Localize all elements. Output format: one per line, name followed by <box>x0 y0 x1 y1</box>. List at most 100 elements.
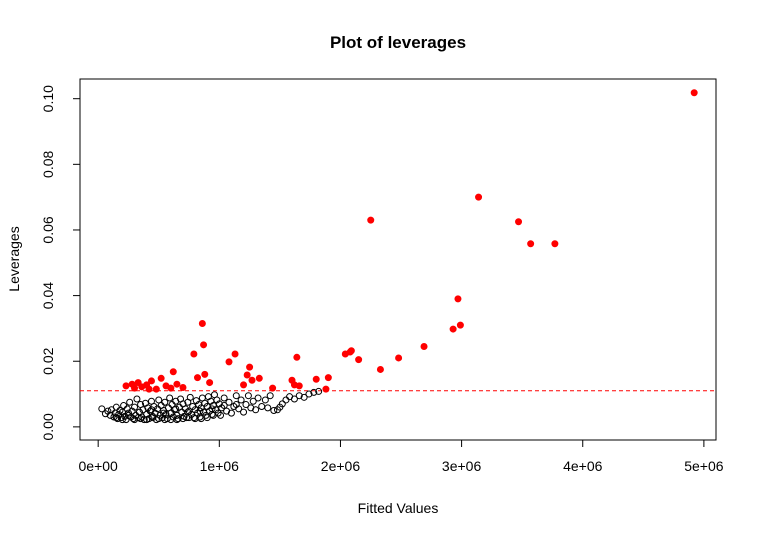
high-leverage-point <box>376 365 384 373</box>
data-point <box>114 415 122 423</box>
data-point <box>98 405 106 413</box>
x-tick-label: 4e+06 <box>563 458 603 474</box>
data-point <box>184 408 192 416</box>
high-leverage-point <box>231 350 239 358</box>
x-tick-label: 2e+06 <box>321 458 361 474</box>
high-leverage-point <box>145 385 153 393</box>
high-leverage-point <box>312 375 320 383</box>
high-leverage-point <box>198 319 206 327</box>
high-leverage-point <box>201 370 209 378</box>
data-point <box>112 414 120 422</box>
high-leverage-point <box>420 342 428 350</box>
data-point <box>242 401 250 409</box>
high-leverage-point <box>152 385 160 393</box>
data-point <box>173 411 181 419</box>
high-leverage-point <box>200 341 208 349</box>
x-tick-label: 3e+06 <box>442 458 482 474</box>
data-point <box>203 414 211 422</box>
x-tick-label: 0e+00 <box>79 458 119 474</box>
high-leverage-point <box>131 384 139 392</box>
data-point <box>133 395 141 403</box>
data-point <box>225 398 233 406</box>
high-leverage-point <box>240 381 248 389</box>
high-leverage-point <box>355 356 363 364</box>
high-leverage-point <box>122 382 130 390</box>
high-leverage-point <box>527 240 535 248</box>
data-point <box>126 398 134 406</box>
high-leverage-point <box>243 371 251 379</box>
high-leverage-point <box>456 321 464 329</box>
data-point <box>227 409 235 417</box>
data-point <box>147 406 155 414</box>
high-leverage-point <box>157 374 165 382</box>
high-leverage-point <box>246 363 254 371</box>
x-tick-label: 5e+06 <box>684 458 724 474</box>
x-axis-label: Fitted Values <box>358 500 439 516</box>
data-point <box>131 403 139 411</box>
high-leverage-point <box>347 347 355 355</box>
high-leverage-point <box>194 374 202 382</box>
data-point <box>252 406 260 414</box>
data-point <box>258 403 266 411</box>
data-point <box>254 394 262 402</box>
x-axis: 0e+00 1e+06 2e+06 3e+06 4e+06 5e+06 <box>79 439 724 474</box>
data-point <box>161 398 169 406</box>
data-point <box>310 388 318 396</box>
data-point <box>155 396 163 404</box>
data-point <box>160 409 168 417</box>
high-leverage-point <box>248 376 256 384</box>
data-point <box>270 406 278 414</box>
data-point <box>266 392 274 400</box>
high-leverage-point <box>206 379 214 387</box>
chart-title: Plot of leverages <box>330 33 466 52</box>
y-tick-label: 0.04 <box>40 282 56 309</box>
high-leverage-point <box>167 384 175 392</box>
data-point <box>278 400 286 408</box>
data-point <box>197 415 205 423</box>
data-points <box>98 89 698 424</box>
high-leverage-point <box>269 384 277 392</box>
data-point <box>186 393 194 401</box>
high-leverage-point <box>690 89 698 97</box>
high-leverage-point <box>255 374 263 382</box>
data-point <box>174 415 182 423</box>
high-leverage-point <box>169 368 177 376</box>
high-leverage-point <box>551 240 559 248</box>
data-point <box>143 416 151 424</box>
data-point <box>282 396 290 404</box>
data-point <box>135 408 143 416</box>
high-leverage-point <box>322 385 330 393</box>
high-leverage-point <box>515 218 523 226</box>
data-point <box>112 403 120 411</box>
data-point <box>172 405 180 413</box>
data-point <box>118 416 126 424</box>
data-point <box>220 394 228 402</box>
data-point <box>237 396 245 404</box>
high-leverage-point <box>324 374 332 382</box>
data-point <box>120 402 128 410</box>
data-point <box>196 407 204 415</box>
data-point <box>300 393 308 401</box>
high-leverage-point <box>449 325 457 333</box>
high-leverage-point <box>367 216 375 224</box>
y-tick-label: 0.08 <box>40 150 56 177</box>
high-leverage-point <box>179 383 187 391</box>
y-tick-label: 0.10 <box>40 85 56 112</box>
x-tick-label: 1e+06 <box>200 458 240 474</box>
high-leverage-point <box>147 377 155 385</box>
data-point <box>124 411 132 419</box>
data-point <box>166 394 174 402</box>
data-point <box>249 397 257 405</box>
high-leverage-point <box>293 353 301 361</box>
high-leverage-point <box>475 193 483 201</box>
y-tick-label: 0.02 <box>40 347 56 374</box>
high-leverage-point <box>295 382 303 390</box>
data-point <box>261 396 269 404</box>
data-point <box>244 392 252 400</box>
high-leverage-point <box>395 354 403 362</box>
high-leverage-point <box>225 358 233 366</box>
data-point <box>305 390 313 398</box>
data-point <box>264 404 272 412</box>
